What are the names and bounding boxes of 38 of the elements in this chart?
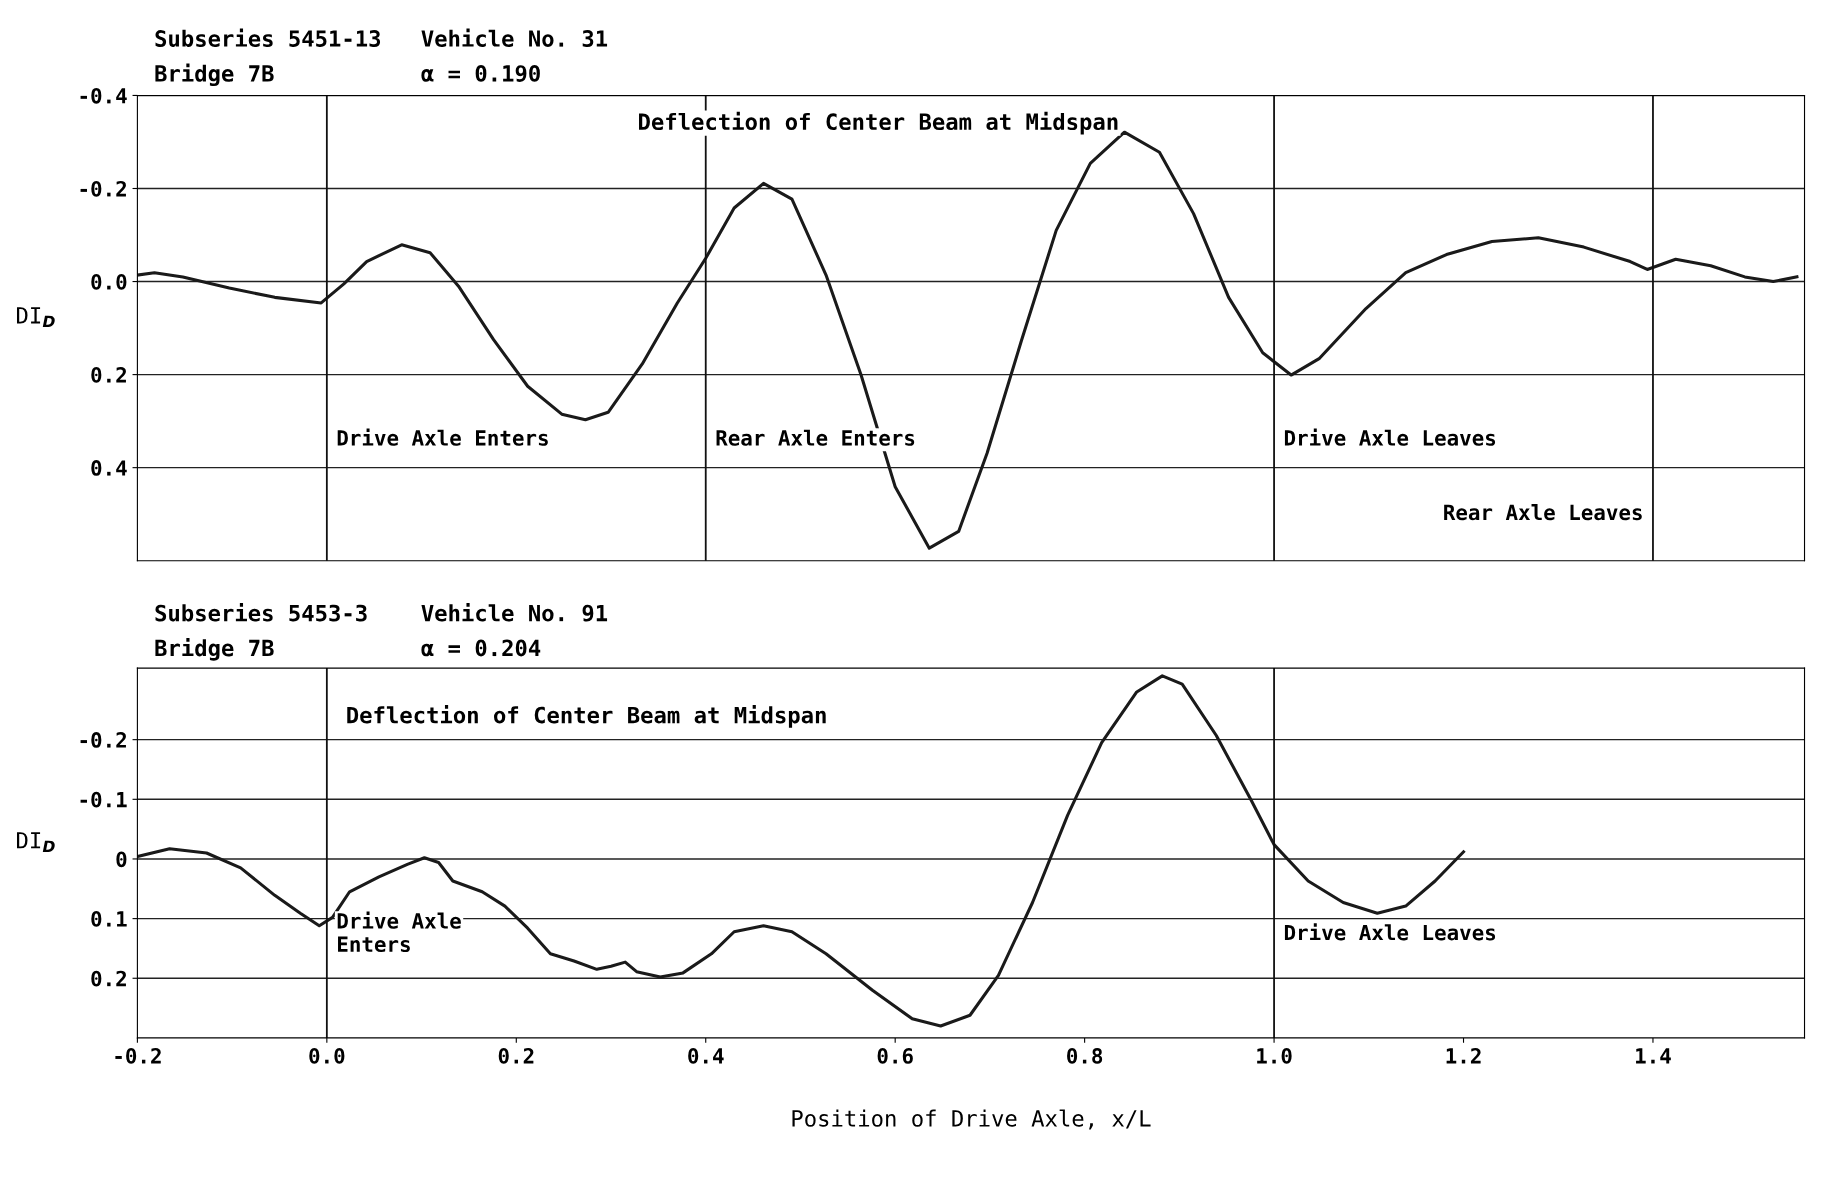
text: Vehicle No. 31 — [421, 28, 608, 47]
text: α = 0.190 — [421, 65, 540, 82]
text: Subseries 5453-3 — [155, 603, 367, 622]
y-tick-label: 0 — [116, 851, 127, 868]
ref-line-label: Drive Axle Leaves — [1284, 923, 1496, 941]
ref-line-label: Rear Axle Enters — [716, 429, 915, 446]
y-tick-label: -0.4 — [80, 87, 127, 104]
text: Deflection of Center Beam at Midspan — [347, 705, 826, 728]
x-tick-label: 0.6 — [877, 1048, 913, 1064]
y-tick-label: -0.2 — [80, 732, 126, 748]
y-tick-label: 0.2 — [91, 367, 126, 383]
text: Vehicle No. 91 — [421, 603, 608, 622]
x-tick-label: 0.8 — [1067, 1048, 1103, 1064]
y-axis-title: DI$_{D}$ — [16, 307, 55, 328]
x-tick-label: 1.4 — [1636, 1048, 1671, 1064]
text: Subseries 5451-13 — [155, 28, 381, 47]
y-tick-label: -0.2 — [80, 180, 126, 197]
y-axis-title: DI$_{D}$ — [16, 832, 55, 852]
text: Bridge 7B — [155, 638, 274, 661]
ref-line-label: Drive Axle Enters — [337, 428, 548, 446]
ref-line-label: Drive Axle Enters — [337, 911, 461, 953]
x-axis-title: Position of Drive Axle, x/L — [792, 1109, 1151, 1130]
y-tick-label: 0.0 — [91, 274, 127, 290]
text: Deflection of Center Beam at Midspan — [639, 111, 1118, 135]
x-tick-label: -0.2 — [115, 1048, 161, 1064]
x-tick-label: 0.4 — [688, 1048, 724, 1064]
y-tick-label: -0.1 — [80, 791, 127, 808]
text: Bridge 7B — [155, 63, 274, 87]
ref-line-label: Rear Axle Leaves — [1444, 504, 1642, 521]
y-tick-label: 0.2 — [91, 970, 126, 987]
text: α = 0.204 — [421, 639, 541, 657]
x-tick-label: 1.0 — [1257, 1048, 1292, 1064]
y-tick-label: 0.4 — [91, 460, 127, 476]
ref-line-label: Drive Axle Leaves — [1284, 428, 1496, 446]
x-tick-label: 0.2 — [498, 1048, 534, 1064]
x-tick-label: 0.0 — [309, 1048, 345, 1064]
x-tick-label: 1.2 — [1446, 1048, 1481, 1064]
y-tick-label: 0.1 — [91, 911, 127, 927]
